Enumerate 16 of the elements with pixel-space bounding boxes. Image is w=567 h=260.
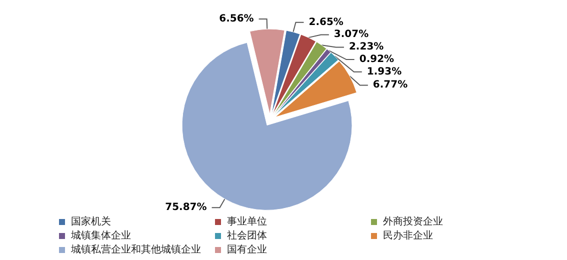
data-label: 3.07% [334,29,369,40]
data-label: 2.65% [308,16,344,28]
legend-label: 事业单位 [227,216,267,228]
data-label: 6.77% [372,80,408,91]
legend-label: 城镇私营企业和其他城镇企业 [70,244,201,256]
legend-label: 社会团体 [227,230,267,242]
legend-label: 国有企业 [227,244,267,256]
data-label: 2.23% [348,42,384,53]
data-label: 0.92% [359,54,394,66]
data-label: 75.87% [165,202,207,214]
legend-label: 外商投资企业 [383,216,443,228]
data-label: 1.93% [366,66,402,78]
data-label: 6.56% [219,14,254,25]
legend-label: 国家机关 [71,216,111,228]
legend-label: 城镇集体企业 [70,230,131,242]
legend-label: 民办非企业 [383,230,433,242]
